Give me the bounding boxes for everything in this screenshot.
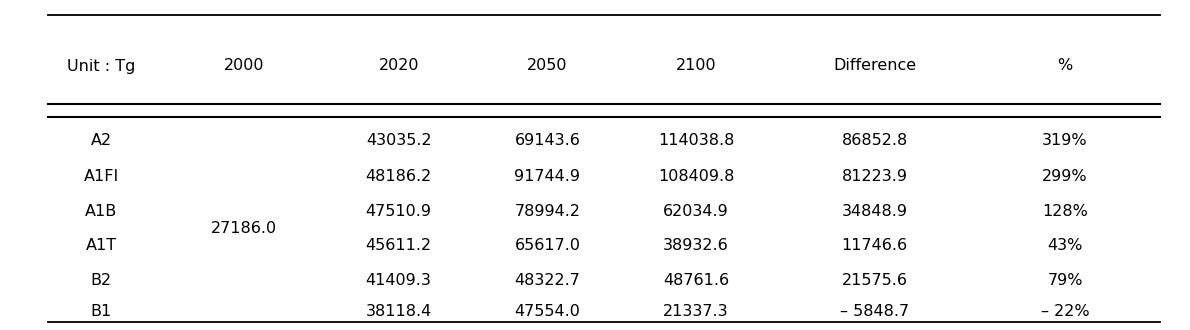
Text: A1B: A1B [84,204,118,219]
Text: 41409.3: 41409.3 [365,273,432,288]
Text: 34848.9: 34848.9 [841,204,908,219]
Text: 2100: 2100 [676,58,716,74]
Text: 48761.6: 48761.6 [663,273,729,288]
Text: 2050: 2050 [527,58,568,74]
Text: Unit : Tg: Unit : Tg [67,58,136,74]
Text: 2000: 2000 [224,58,264,74]
Text: A2: A2 [90,133,112,148]
Text: 27186.0: 27186.0 [211,221,277,236]
Text: 43035.2: 43035.2 [365,133,432,148]
Text: 38932.6: 38932.6 [663,238,729,253]
Text: 47554.0: 47554.0 [514,304,581,319]
Text: 69143.6: 69143.6 [514,133,581,148]
Text: – 5848.7: – 5848.7 [840,304,909,319]
Text: 21575.6: 21575.6 [841,273,908,288]
Text: 81223.9: 81223.9 [841,169,908,184]
Text: 45611.2: 45611.2 [365,238,432,253]
Text: 21337.3: 21337.3 [663,304,729,319]
Text: A1FI: A1FI [83,169,119,184]
Text: 319%: 319% [1042,133,1088,148]
Text: 299%: 299% [1042,169,1088,184]
Text: 79%: 79% [1047,273,1083,288]
Text: 47510.9: 47510.9 [365,204,432,219]
Text: Difference: Difference [833,58,916,74]
Text: – 22%: – 22% [1041,304,1089,319]
Text: %: % [1058,58,1072,74]
Text: A1T: A1T [86,238,117,253]
Text: 108409.8: 108409.8 [658,169,734,184]
Text: 48186.2: 48186.2 [365,169,432,184]
Text: 11746.6: 11746.6 [841,238,908,253]
Text: 48322.7: 48322.7 [514,273,581,288]
Text: 91744.9: 91744.9 [514,169,581,184]
Text: 86852.8: 86852.8 [841,133,908,148]
Text: 2020: 2020 [378,58,419,74]
Text: 78994.2: 78994.2 [514,204,581,219]
Text: 114038.8: 114038.8 [658,133,734,148]
Text: 65617.0: 65617.0 [514,238,581,253]
Text: 43%: 43% [1047,238,1083,253]
Text: B2: B2 [90,273,112,288]
Text: 128%: 128% [1042,204,1088,219]
Text: 38118.4: 38118.4 [365,304,432,319]
Text: 62034.9: 62034.9 [663,204,729,219]
Text: B1: B1 [90,304,112,319]
